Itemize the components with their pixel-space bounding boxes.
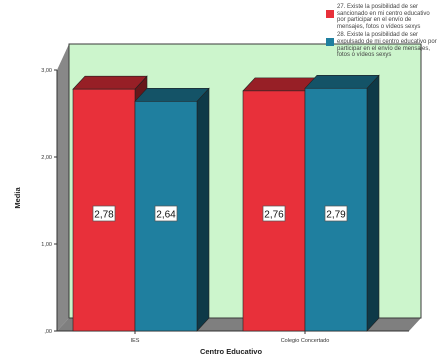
plot-side-wall [57,44,69,331]
bar-top [134,88,210,102]
bar-top [304,74,380,89]
legend-swatch-28 [326,38,334,47]
data-label: 2,79 [326,210,346,221]
data-label-box [154,205,178,222]
bar-side [196,87,210,332]
data-label: 2,78 [94,210,114,221]
bar-side [366,74,380,332]
bar: 2,64 [134,87,210,332]
legend-item-27: 27. Existe la posibilidad de ser sancion… [325,4,437,30]
legend-swatch-27 [326,10,334,18]
x-tick-label: Colegio Concertado [281,338,330,344]
legend-item-28: 28. Existe la posibilidad de ser expulsa… [325,32,437,58]
data-label: 2,64 [156,210,176,221]
y-tick-label: 3,00 [41,68,52,74]
data-label-box [324,205,348,222]
legend-label-28: 28. Existe la posibilidad de ser expulsa… [337,32,437,59]
x-axis-label: Centro Educativo [200,347,263,356]
bar: 2,79 [304,74,380,332]
y-tick-label: 1,00 [41,242,52,248]
bar-top [72,75,148,90]
legend: 27. Existe la posibilidad de ser sancion… [325,4,437,61]
y-tick-label: ,00 [44,329,52,335]
y-tick-label: 2,00 [41,155,52,161]
data-label-box [262,205,286,222]
data-label-box [92,205,116,222]
y-axis-label: Media [13,187,22,209]
legend-label-27: 27. Existe la posibilidad de ser sancion… [337,4,430,30]
data-label: 2,76 [264,210,284,221]
x-tick-label: IES [131,338,140,344]
